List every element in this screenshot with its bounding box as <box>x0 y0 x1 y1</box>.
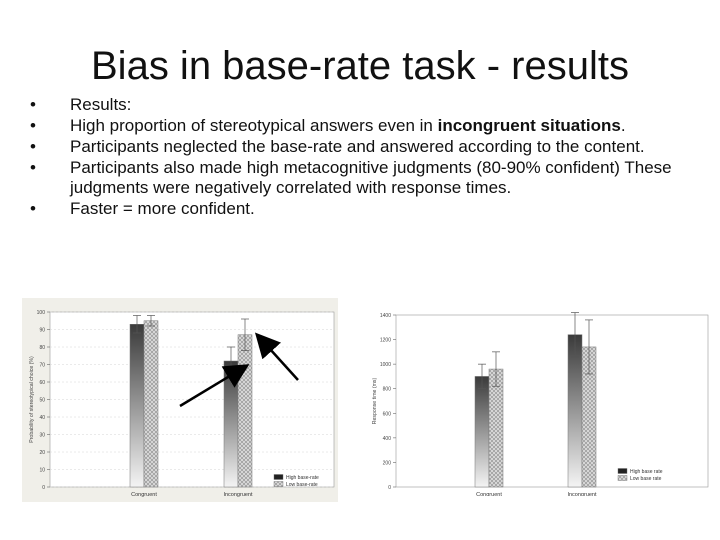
bullet-item: Participants neglected the base-rate and… <box>30 137 690 157</box>
y-tick-label: 400 <box>383 436 392 442</box>
bar <box>488 368 504 488</box>
bar <box>143 320 159 488</box>
y-tick-label: 80 <box>39 345 45 351</box>
bullet-item: Results: <box>30 95 690 115</box>
response-time-chart-svg: 0 200 400 600 800 1000 1200 1400 Response time (… <box>372 312 709 498</box>
bar <box>474 376 490 488</box>
bullet-item: Faster = more confident. <box>30 199 690 219</box>
y-tick-label: 30 <box>39 433 45 439</box>
y-tick-label: 40 <box>39 415 45 421</box>
y-tick-label: 0 <box>388 485 391 491</box>
legend-label: High base rate <box>630 469 663 475</box>
y-tick-label: 20 <box>39 450 45 456</box>
y-tick-label: 800 <box>383 387 392 393</box>
slide-title: Bias in base-rate task - results <box>91 44 629 88</box>
y-tick-label: 600 <box>383 411 392 417</box>
plot-area <box>395 314 709 488</box>
y-axis-label: Probability of stereotypical choice (%) <box>29 356 35 443</box>
bold-phrase: incongruent situations <box>437 116 621 135</box>
bar <box>237 334 253 488</box>
bar <box>567 334 583 488</box>
x-tick-label: Incongruent <box>567 492 597 496</box>
stereotypical-choice-chart-svg: 0 10 20 30 40 50 60 70 80 90 100 Probability of ste… <box>29 310 335 498</box>
legend-label: Low base-rate <box>286 482 318 488</box>
bar <box>223 360 239 488</box>
bullet-item: Participants also made high metacognitiv… <box>30 158 690 198</box>
bar <box>129 324 145 488</box>
y-tick-label: 10 <box>39 468 45 474</box>
y-axis-label: Response time (ms) <box>372 378 378 425</box>
y-tick-label: 90 <box>39 328 45 334</box>
y-tick-label: 60 <box>39 380 45 386</box>
legend-label: High base-rate <box>286 475 319 481</box>
x-tick-label: Congruent <box>476 492 502 496</box>
y-tick-label: 1000 <box>380 362 391 368</box>
x-tick-label: Congruent <box>131 492 157 498</box>
legend-label: Low base rate <box>630 476 662 482</box>
y-tick-label: 200 <box>383 460 392 466</box>
response-time-chart: 0 200 400 600 800 1000 1200 1400 Response time (… <box>368 301 712 498</box>
y-tick-label: 1200 <box>380 338 391 344</box>
y-tick-label: 70 <box>39 363 45 369</box>
legend-swatch <box>273 481 284 487</box>
bullet-list: Results: High proportion of stereotypica… <box>30 95 690 220</box>
legend-swatch <box>273 474 284 480</box>
bullet-item: High proportion of stereotypical answers… <box>30 116 690 136</box>
y-tick-label: 50 <box>39 398 45 404</box>
y-tick-label: 100 <box>37 310 46 316</box>
x-tick-label: Incongruent <box>223 492 253 498</box>
y-tick-label: 0 <box>42 485 45 491</box>
y-tick-label: 1400 <box>380 313 391 319</box>
legend-swatch <box>617 475 628 481</box>
stereotypical-choice-chart: 0 10 20 30 40 50 60 70 80 90 100 Probability of ste… <box>22 298 338 502</box>
legend-swatch <box>617 468 628 474</box>
